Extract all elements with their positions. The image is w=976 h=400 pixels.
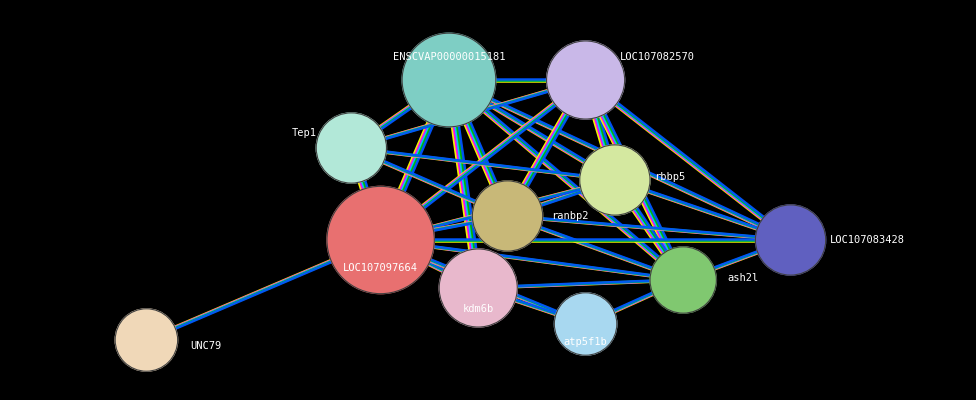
Text: rbbp5: rbbp5 <box>654 172 685 182</box>
Ellipse shape <box>554 293 617 355</box>
Ellipse shape <box>327 186 434 294</box>
Text: atp5f1b: atp5f1b <box>564 337 607 347</box>
Text: Tep1: Tep1 <box>292 128 317 138</box>
Ellipse shape <box>439 249 517 327</box>
Ellipse shape <box>547 41 625 119</box>
Ellipse shape <box>755 205 826 275</box>
Text: LOC107082570: LOC107082570 <box>620 52 695 62</box>
Text: kdm6b: kdm6b <box>463 304 494 314</box>
Ellipse shape <box>402 33 496 127</box>
Text: LOC107097664: LOC107097664 <box>344 263 418 273</box>
Text: ash2l: ash2l <box>727 273 758 283</box>
Ellipse shape <box>650 247 716 313</box>
Ellipse shape <box>472 181 543 251</box>
Ellipse shape <box>580 145 650 215</box>
Text: LOC107083428: LOC107083428 <box>830 235 905 245</box>
Text: UNC79: UNC79 <box>190 341 222 351</box>
Text: ENSCVAP00000015181: ENSCVAP00000015181 <box>392 52 506 62</box>
Text: ranbp2: ranbp2 <box>551 211 589 221</box>
Ellipse shape <box>115 309 178 371</box>
Ellipse shape <box>316 113 386 183</box>
